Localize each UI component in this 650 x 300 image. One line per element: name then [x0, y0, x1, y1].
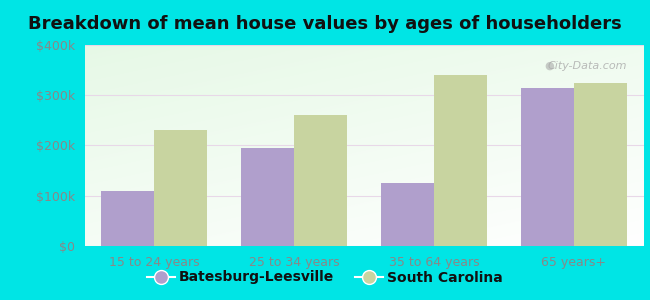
- Bar: [573, 83, 627, 246]
- Legend: Batesburg-Leesville, South Carolina: Batesburg-Leesville, South Carolina: [142, 265, 508, 290]
- Bar: [241, 148, 294, 246]
- Text: City-Data.com: City-Data.com: [547, 61, 627, 71]
- Bar: [294, 115, 347, 246]
- Bar: [434, 75, 487, 246]
- Bar: [521, 88, 573, 246]
- Bar: [101, 191, 155, 246]
- Bar: [155, 130, 207, 246]
- Text: ●: ●: [544, 61, 554, 71]
- Text: Breakdown of mean house values by ages of householders: Breakdown of mean house values by ages o…: [28, 15, 622, 33]
- Bar: [381, 183, 434, 246]
